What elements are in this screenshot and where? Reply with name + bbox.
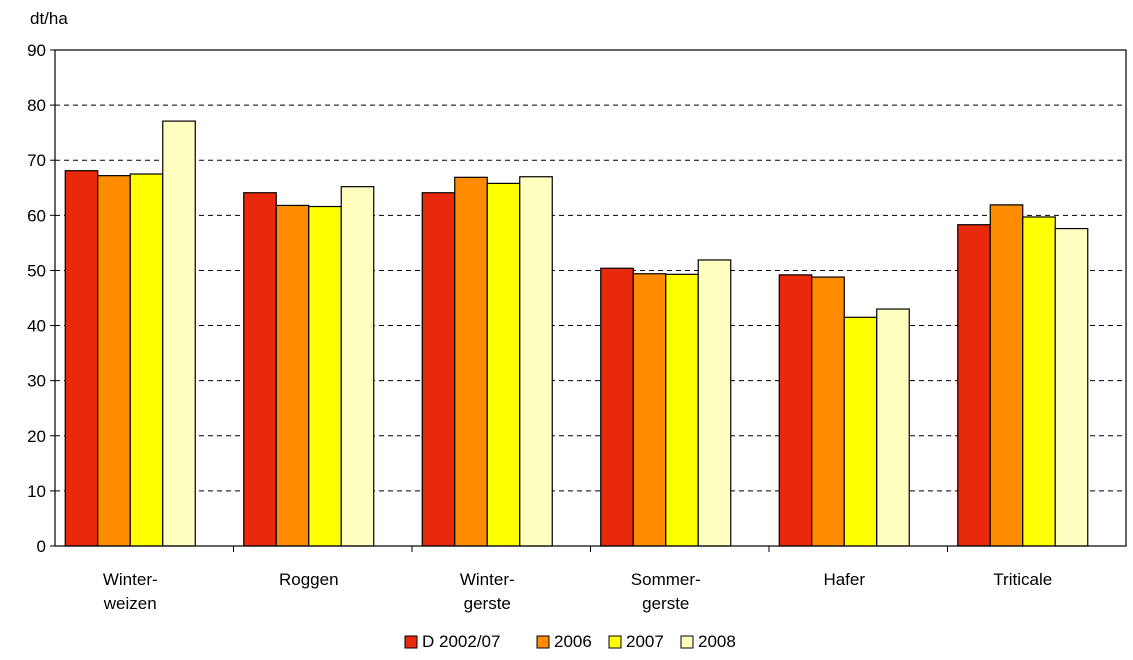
bar [519,176,553,547]
bar [876,308,910,547]
legend-label: 2006 [554,632,592,651]
y-tick-label: 80 [27,96,46,115]
bar [421,192,456,547]
legend-swatch [608,635,622,649]
bar [308,205,342,547]
bar [811,276,845,547]
y-axis-ticks: 0 10 20 30 40 50 60 70 80 90 [27,41,55,556]
legend-swatch [404,635,418,649]
x-category-label: Triticale [993,570,1052,589]
x-category-label: gerste [464,594,511,613]
x-category-label: gerste [642,594,689,613]
legend-label: 2007 [626,632,664,651]
axes [54,49,1127,552]
legend-swatch [680,635,694,649]
x-category-label: weizen [103,594,157,613]
bars [64,120,1089,547]
y-tick-label: 70 [27,151,46,170]
bar [1022,216,1056,547]
x-category-label: Hafer [823,570,865,589]
legend-swatch [536,635,550,649]
x-category-label: Winter- [460,570,515,589]
x-axis-categories: Winter-weizen Roggen Winter-gerste Sommer-g… [103,570,1052,613]
bar [632,273,667,547]
x-category-label: Roggen [279,570,339,589]
bar [843,316,878,547]
grid [55,104,1126,492]
bar [129,173,164,547]
y-tick-label: 30 [27,372,46,391]
bar [989,204,1024,547]
legend-label: 2008 [698,632,736,651]
bar [665,273,699,547]
bar [340,186,375,547]
legend: D 2002/07 2006 2007 2008 [404,632,736,651]
x-category-label: Winter- [103,570,158,589]
x-category-label: Sommer- [631,570,701,589]
bar [275,204,310,547]
y-tick-label: 20 [27,427,46,446]
bar [957,224,991,547]
y-tick-label: 10 [27,482,46,501]
bar [697,259,732,547]
bar [64,170,99,547]
bar [778,274,813,547]
y-axis-unit-label: dt/ha [30,9,68,28]
bar [243,192,277,547]
y-tick-label: 40 [27,317,46,336]
y-tick-label: 60 [27,206,46,225]
y-tick-label: 50 [27,261,46,280]
bar [454,176,488,547]
y-tick-label: 90 [27,41,46,60]
bar [486,182,521,547]
bar [97,175,131,547]
bar [1054,227,1089,547]
y-tick-label: 0 [37,537,46,556]
legend-label: D 2002/07 [422,632,500,651]
bar [600,267,634,547]
bar [162,120,196,547]
